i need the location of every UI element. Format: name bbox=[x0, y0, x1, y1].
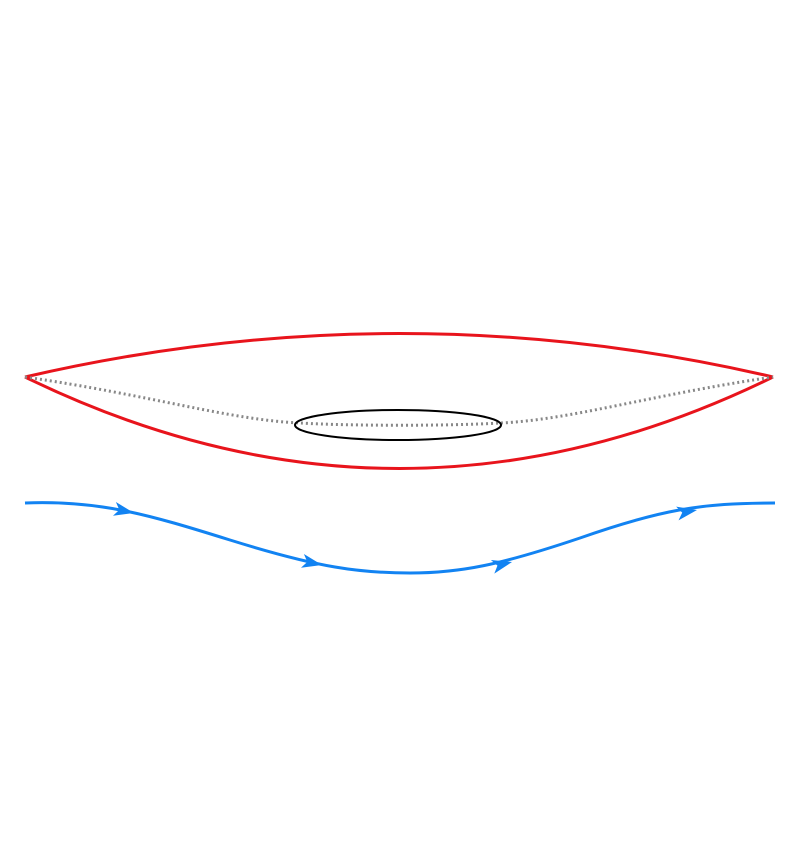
dotted-curve bbox=[24, 375, 774, 427]
upper-curve bbox=[24, 332, 774, 379]
flow-curve bbox=[24, 501, 776, 575]
arrowhead bbox=[300, 553, 322, 568]
arrowhead bbox=[676, 506, 697, 521]
ellipse bbox=[294, 409, 502, 441]
arrowhead bbox=[112, 501, 134, 516]
lower-curve bbox=[24, 375, 774, 470]
arrowhead bbox=[490, 560, 512, 574]
